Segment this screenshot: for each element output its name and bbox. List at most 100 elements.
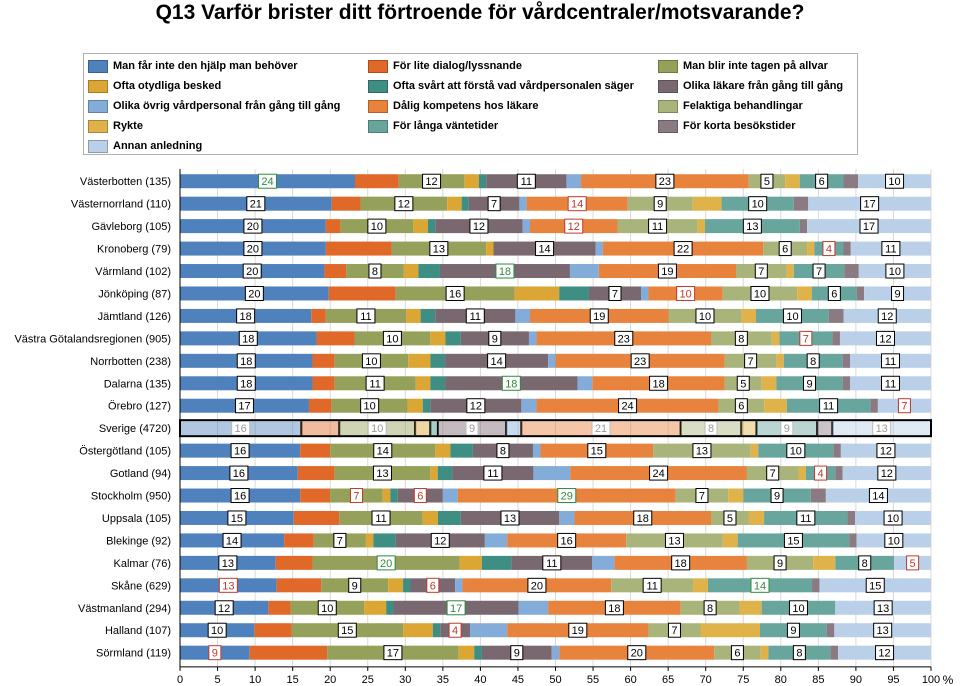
- bar-segment: [464, 174, 479, 189]
- data-label: 9: [777, 558, 783, 570]
- x-tick-label: 25: [362, 674, 374, 686]
- legend-item: Ofta svårt att förstå vad vårdpersonalen…: [368, 78, 634, 94]
- data-label-box: [348, 577, 362, 593]
- data-label-box: [877, 465, 897, 481]
- bar-segment: [403, 264, 419, 279]
- data-label-box: [236, 375, 256, 391]
- legend-item: Ofta otydliga besked: [88, 78, 221, 94]
- bar-segment: [810, 488, 826, 503]
- category-label: Skåne (629): [111, 580, 171, 592]
- bar-segment: [268, 600, 291, 615]
- data-label: 13: [877, 625, 889, 637]
- data-label-box: [653, 196, 667, 212]
- data-label-box: [742, 218, 762, 234]
- bar-segment: [799, 219, 808, 234]
- data-label: 9: [790, 625, 796, 637]
- data-label-box: [760, 173, 774, 189]
- data-label: 15: [231, 513, 243, 525]
- data-label: 10: [887, 513, 899, 525]
- x-tick-label: 50: [549, 674, 561, 686]
- data-label: 14: [571, 199, 583, 211]
- data-label: 12: [879, 333, 891, 345]
- bar-segment: [797, 286, 813, 301]
- category-label: Uppsala (105): [102, 513, 171, 525]
- data-label: 20: [631, 648, 643, 660]
- bar-row: 16 7 6 29 7 9 14: [180, 488, 931, 504]
- data-label: 12: [470, 401, 482, 413]
- bar-row: 20 8 18 19 7 7 10: [180, 263, 931, 279]
- bar-segment: [750, 443, 759, 458]
- bar-row: 16 14 8 15 13 10 12: [180, 443, 931, 459]
- bar-segment: [569, 264, 599, 279]
- data-label: 16: [561, 535, 573, 547]
- data-label-box: [229, 465, 249, 481]
- data-label-box: [673, 241, 693, 257]
- data-label-box: [238, 330, 258, 346]
- data-label-box: [803, 375, 817, 391]
- bar-segment: [793, 196, 809, 211]
- data-label-box: [906, 555, 920, 571]
- data-label-box: [368, 263, 382, 279]
- data-label-box: [815, 173, 829, 189]
- data-label-box: [429, 241, 449, 257]
- data-label: 8: [810, 356, 816, 368]
- data-label: 18: [240, 356, 252, 368]
- data-label: 7: [770, 468, 776, 480]
- legend-label: Man får inte den hjälp man behöver: [113, 60, 298, 72]
- data-label-box: [487, 196, 501, 212]
- data-label-box: [885, 263, 905, 279]
- bar-segment: [420, 308, 436, 323]
- data-label-box: [383, 645, 403, 661]
- data-label: 12: [881, 468, 893, 480]
- data-label: 12: [878, 648, 890, 660]
- data-label: 24: [621, 401, 633, 413]
- data-label: 5: [740, 378, 746, 390]
- bar-row: 18 10 14 23 7 8 11: [180, 353, 931, 369]
- data-label-box: [649, 465, 669, 481]
- bar-segment: [422, 510, 438, 525]
- bar-segment: [430, 466, 438, 481]
- data-label-box: [542, 555, 562, 571]
- bar-segment: [813, 555, 836, 570]
- legend-label: För korta besökstider: [683, 120, 796, 132]
- data-label: 10: [679, 288, 691, 300]
- bar-segment: [254, 623, 292, 638]
- bar-segment: [312, 376, 335, 391]
- data-label-box: [883, 510, 903, 526]
- data-label: 9: [352, 580, 358, 592]
- data-label-box: [657, 263, 677, 279]
- data-label: 14: [226, 535, 238, 547]
- data-label-box: [589, 308, 609, 324]
- data-label-box: [819, 398, 839, 414]
- data-label: 9: [212, 648, 218, 660]
- data-label: 11: [885, 378, 896, 390]
- bar-segment: [844, 264, 859, 279]
- chart-title: Q13 Varför brister ditt förtroende för v…: [155, 1, 805, 24]
- data-label: 20: [246, 266, 258, 278]
- x-tick-label: 70: [700, 674, 712, 686]
- data-label: 16: [449, 288, 461, 300]
- data-label: 18: [652, 378, 664, 390]
- bar-row: 10 15 4 19 7 9 13: [180, 622, 931, 638]
- data-label-box: [608, 285, 622, 301]
- x-tick-label: 95: [887, 674, 899, 686]
- bar-segment: [300, 488, 331, 503]
- category-label: Västerbotten (135): [80, 176, 171, 188]
- bar-segment: [692, 196, 722, 211]
- data-label: 12: [218, 603, 230, 615]
- data-label: 9: [774, 491, 780, 503]
- data-label-box: [218, 555, 238, 571]
- category-label: Jönköping (87): [98, 288, 171, 300]
- data-label-box: [649, 375, 669, 391]
- x-tick-label: 30: [399, 674, 411, 686]
- data-label-box: [822, 241, 836, 257]
- data-label: 12: [434, 535, 446, 547]
- data-label: 9: [784, 423, 790, 435]
- bar-segment: [474, 645, 482, 660]
- data-label: 16: [233, 468, 245, 480]
- legend-label: Annan anledning: [113, 140, 203, 152]
- data-label-box: [222, 532, 242, 548]
- legend-swatch: [658, 79, 678, 93]
- bar-segment: [835, 466, 843, 481]
- bar-segment: [435, 443, 451, 458]
